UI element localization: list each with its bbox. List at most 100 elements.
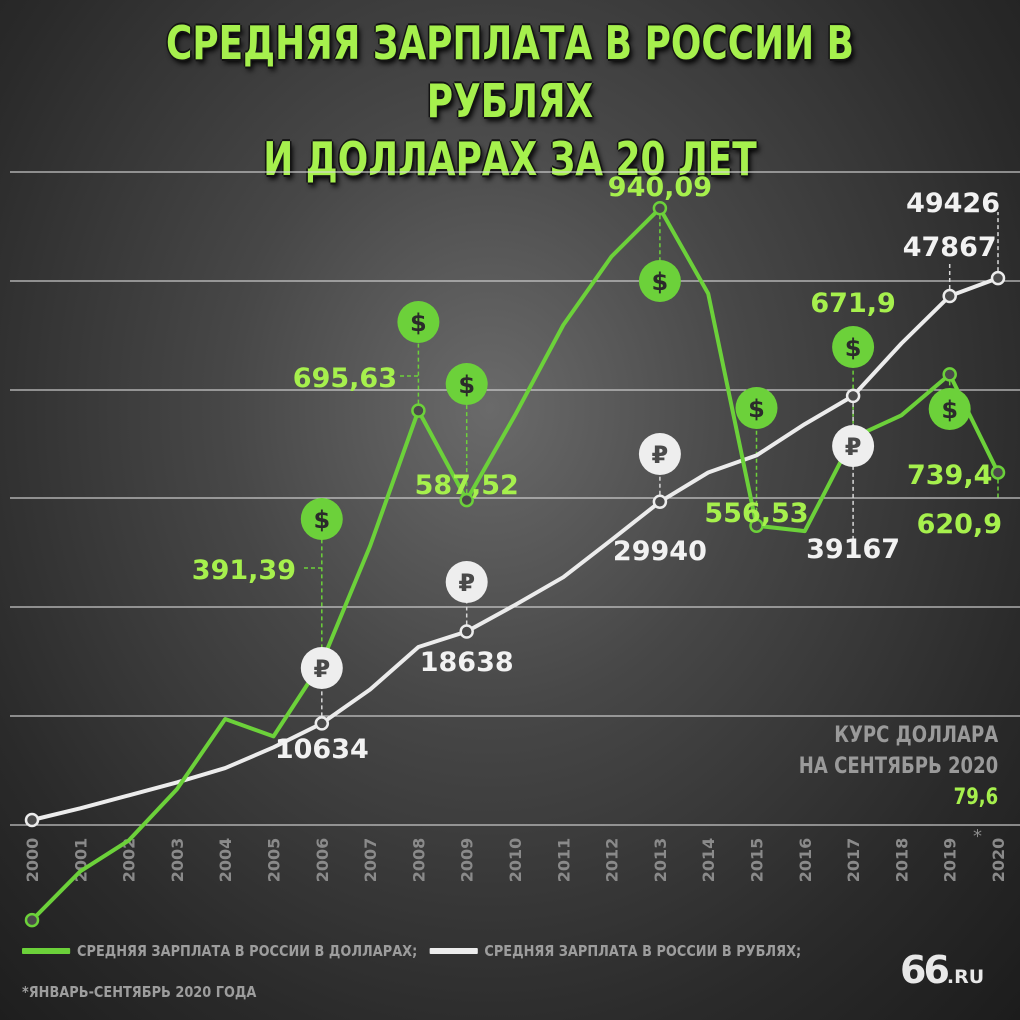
usd-value-label-2020: 620,9 xyxy=(917,509,1002,540)
usd-point-2009 xyxy=(459,492,474,508)
usd-point-2000 xyxy=(24,912,40,928)
ruble-icon-2013-circle xyxy=(638,433,681,475)
usd-value-label-2013: 940,09 xyxy=(608,172,712,203)
chart-title: СРЕДНЯЯ ЗАРПЛАТА В РОССИИ В РУБЛЯХ И ДОЛ… xyxy=(112,14,908,188)
title-line-1: СРЕДНЯЯ ЗАРПЛАТА В РОССИИ В РУБЛЯХ xyxy=(166,16,854,128)
x-tick-label-2000: 2000 xyxy=(23,838,42,883)
rub-point-2020 xyxy=(990,270,1006,286)
dollar-icon-2019-circle xyxy=(928,388,971,430)
x-tick-label-2003: 2003 xyxy=(168,838,187,883)
rub-value-label-2006: 10634 xyxy=(275,734,369,765)
usd-value-label-2015: 556,53 xyxy=(704,498,808,529)
rub-point-2000 xyxy=(24,812,40,828)
x-tick-label-2002: 2002 xyxy=(120,838,139,883)
dollar-icon-2017-glyph: $ xyxy=(845,334,862,362)
rub-value-label-2017: 39167 xyxy=(806,534,900,565)
x-tick-label-2015: 2015 xyxy=(748,838,767,883)
ruble-icon-2017-circle xyxy=(832,425,875,467)
x-tick-label-2017: 2017 xyxy=(844,838,863,883)
x-tick-label-2009: 2009 xyxy=(458,838,477,883)
dollar-icon-2015-glyph: $ xyxy=(748,395,765,423)
legend: СРЕДНЯЯ ЗАРПЛАТА В РОССИИ В ДОЛЛАРАХ; СР… xyxy=(22,942,801,960)
rate-value: 79,6 xyxy=(953,785,998,810)
dollar-icon-2017-circle xyxy=(832,326,875,368)
ruble-icon-2006-glyph: ₽ xyxy=(313,655,330,683)
dollar-icon-2019: $ xyxy=(928,388,971,430)
x-tick-label-2007: 2007 xyxy=(361,838,380,883)
rate-label-line-2: НА СЕНТЯБРЬ 2020 xyxy=(798,754,998,779)
dollar-icon-2009: $ xyxy=(445,363,488,405)
dollar-icon-2013-glyph: $ xyxy=(652,268,669,296)
x-tick-label-2019: 2019 xyxy=(941,838,960,883)
ruble-icon-2006: ₽ xyxy=(300,647,343,689)
dollar-rate-note: КУРС ДОЛЛАРА НА СЕНТЯБРЬ 2020 79,6 xyxy=(799,720,998,813)
usd-value-label-2009: 587,52 xyxy=(415,470,519,501)
rub-value-label-2009: 18638 xyxy=(420,647,514,678)
dollar-icon-2013-circle xyxy=(638,260,681,302)
dollar-icon-2009-glyph: $ xyxy=(458,371,475,399)
logo-suffix: .RU xyxy=(946,966,985,988)
rub-point-2017 xyxy=(845,388,861,404)
dollar-icon-2009-circle xyxy=(445,363,488,405)
title-line-2: И ДОЛЛАРАХ ЗА 20 ЛЕТ xyxy=(263,132,757,186)
dollar-icon-2017: $ xyxy=(832,326,875,368)
usd-point-2020 xyxy=(990,465,1006,480)
rub-point-2009 xyxy=(459,624,474,639)
x-tick-label-2010: 2010 xyxy=(506,838,525,883)
x-tick-label-2005: 2005 xyxy=(265,838,284,883)
usd-value-label-2006: 391,39 xyxy=(192,555,296,586)
dollar-icon-2006: $ xyxy=(300,498,343,540)
rub-value-label-2013: 29940 xyxy=(613,536,707,567)
dollar-icon-2006-circle xyxy=(300,498,343,540)
dollar-icon-2015-circle xyxy=(735,387,778,429)
dollar-icon-2008-circle xyxy=(397,301,440,343)
ruble-icon-2013-glyph: ₽ xyxy=(652,441,669,469)
ruble-icon-2009: ₽ xyxy=(445,561,488,603)
x-tick-label-2018: 2018 xyxy=(892,838,911,883)
x-tick-footnote-marker: * xyxy=(973,826,982,847)
x-tick-label-2016: 2016 xyxy=(796,838,815,883)
rub-point-2013 xyxy=(652,494,668,510)
rate-label-line-1: КУРС ДОЛЛАРА xyxy=(834,723,998,748)
x-tick-label-2001: 2001 xyxy=(71,838,90,883)
usd-point-2019 xyxy=(942,367,957,382)
x-tick-label-2008: 2008 xyxy=(409,838,428,883)
x-tick-label-2020: 2020 xyxy=(989,838,1008,883)
x-tick-label-2006: 2006 xyxy=(313,838,332,883)
dollar-icon-2019-glyph: $ xyxy=(941,396,958,424)
dollar-icon-2008: $ xyxy=(397,301,440,343)
dollar-icon-2015: $ xyxy=(735,387,778,429)
ruble-icon-2017-glyph: ₽ xyxy=(845,433,862,461)
dollar-icon-2013: $ xyxy=(638,260,681,302)
usd-value-label-2019: 739,4 xyxy=(907,460,992,491)
series-line-usd xyxy=(30,206,1000,923)
legend-rub-swatch xyxy=(429,948,478,954)
x-tick-label-2013: 2013 xyxy=(651,838,670,883)
ruble-icon-2006-circle xyxy=(300,647,343,689)
usd-point-2015 xyxy=(749,518,764,533)
legend-usd-label: СРЕДНЯЯ ЗАРПЛАТА В РОССИИ В ДОЛЛАРАХ; xyxy=(77,942,418,960)
x-tick-label-2004: 2004 xyxy=(216,838,235,883)
legend-usd-swatch xyxy=(22,948,71,954)
usd-value-label-2008: 695,63 xyxy=(293,363,397,394)
footnote: *ЯНВАРЬ-СЕНТЯБРЬ 2020 ГОДА xyxy=(22,983,257,1001)
rub-value-label-2019: 47867 xyxy=(903,232,997,263)
ruble-icon-2017: ₽ xyxy=(832,425,875,467)
usd-point-2013 xyxy=(652,201,668,216)
ruble-icon-2009-glyph: ₽ xyxy=(458,569,475,597)
rub-point-2019 xyxy=(942,288,957,304)
legend-rub-label: СРЕДНЯЯ ЗАРПЛАТА В РОССИИ В РУБЛЯХ; xyxy=(484,942,802,960)
series-line-rub xyxy=(30,276,1000,822)
dollar-icon-2006-glyph: $ xyxy=(313,506,330,534)
site-logo[interactable]: 66.RU xyxy=(900,948,984,992)
dollar-icon-2008-glyph: $ xyxy=(410,309,427,337)
ruble-icon-2013: ₽ xyxy=(638,433,681,475)
x-tick-label-2012: 2012 xyxy=(603,838,622,883)
usd-point-2008 xyxy=(411,403,426,418)
ruble-icon-2009-circle xyxy=(445,561,488,603)
usd-value-label-2017: 671,9 xyxy=(810,288,895,319)
x-tick-label-2011: 2011 xyxy=(554,838,573,883)
logo-main: 66 xyxy=(900,948,950,992)
rub-value-label-2020: 49426 xyxy=(906,188,1000,219)
